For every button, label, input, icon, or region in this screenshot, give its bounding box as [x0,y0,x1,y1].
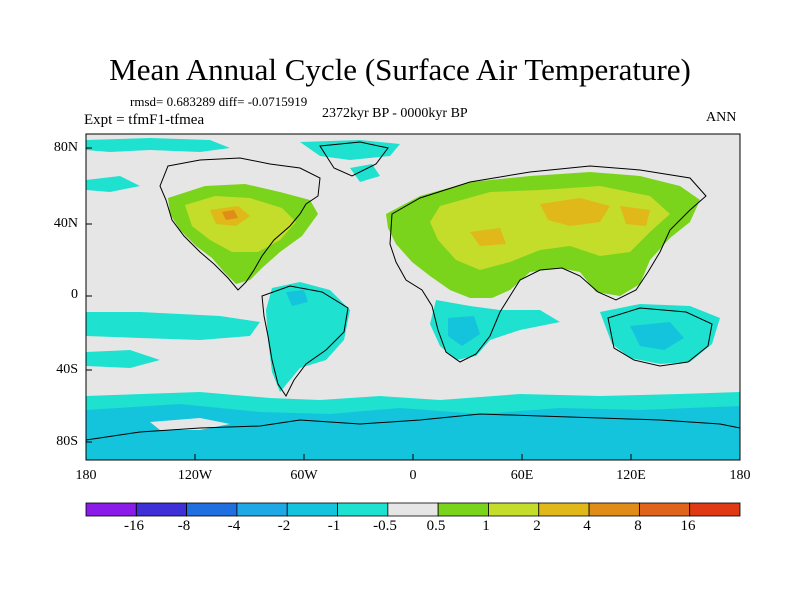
colorbar-box [286,502,338,517]
colorbar-label: 16 [680,518,696,534]
eurasia-hot [540,198,610,226]
eurasia-hot3 [470,228,506,246]
axis-ticks [86,147,632,460]
lon-label-180w: 180 [75,468,97,483]
lon-label-120w: 120W [177,468,213,483]
southern-ocean-cool2 [86,404,740,460]
colorbar-box [85,502,137,517]
coast-australia [607,307,713,367]
lon-label-0: 0 [409,468,417,483]
lat-label-40n: 40N [53,216,78,231]
colorbar-box [236,502,288,517]
coast-antarctica [85,413,741,441]
lon-label-60w: 60W [290,468,318,483]
colorbar-label: -2 [277,518,291,534]
lon-label-180e: 180 [729,468,751,483]
south-america-cool [266,282,350,392]
colorbar-box [387,502,439,517]
colorbar-label: -0.5 [373,518,397,534]
colorbar-box [437,502,489,517]
antarctic-warm [150,418,230,430]
north-america-hotter [222,210,238,220]
colorbar-label: -8 [177,518,191,534]
colorbar-box [135,502,188,517]
colorbar-box [638,502,691,517]
coast-north-america [159,157,321,291]
colorbar-label: 2 [533,518,541,534]
plot-title: Mean Annual Cycle (Surface Air Temperatu… [109,52,691,87]
period-label: 2372kyr BP - 0000kyr BP [322,106,468,121]
eurasia-hot2 [620,206,650,226]
eurasia-warm2 [430,186,670,270]
coastlines [85,141,741,441]
season-label: ANN [706,110,737,125]
colorbar-box [337,502,389,517]
arctic-cool-region [86,138,230,152]
africa-cool2 [448,316,480,346]
coast-greenland [319,141,389,177]
colorbar-label: -16 [124,518,144,534]
colorbar-box [588,502,640,517]
south-pacific-cool [86,312,260,340]
colorbar-label: -4 [227,518,241,534]
south-america-cool2 [286,290,308,306]
colorbar-label: 1 [482,518,490,534]
colorbar-box [538,502,590,517]
coast-south-america [261,285,349,397]
colorbar-box [689,502,741,517]
lat-label-80n: 80N [53,140,78,155]
australia-cool2 [630,322,684,350]
colorbar-box [488,502,540,517]
arctic-cool-region [86,176,140,192]
colorbar-label: -1 [327,518,341,534]
colorbar-box [186,502,238,517]
lon-label-120e: 120E [616,468,646,483]
south-pacific-cool [86,350,160,368]
colorbar-label: 0.5 [426,518,446,534]
arctic-cool-region [350,164,380,182]
colorbar [85,502,741,517]
colorbar-label: 4 [583,518,591,534]
lat-label-eq: 0 [71,287,78,302]
stats-text: rmsd= 0.683289 diff= -0.0715919 [130,94,308,109]
colorbar-label: 8 [634,518,642,534]
coast-africa-eurasia [389,165,707,363]
experiment-label: Expt = tfmF1-tfmea [84,112,205,128]
lat-label-40s: 40S [56,362,78,377]
lon-label-60e: 60E [510,468,534,483]
lat-label-80s: 80S [56,434,78,449]
